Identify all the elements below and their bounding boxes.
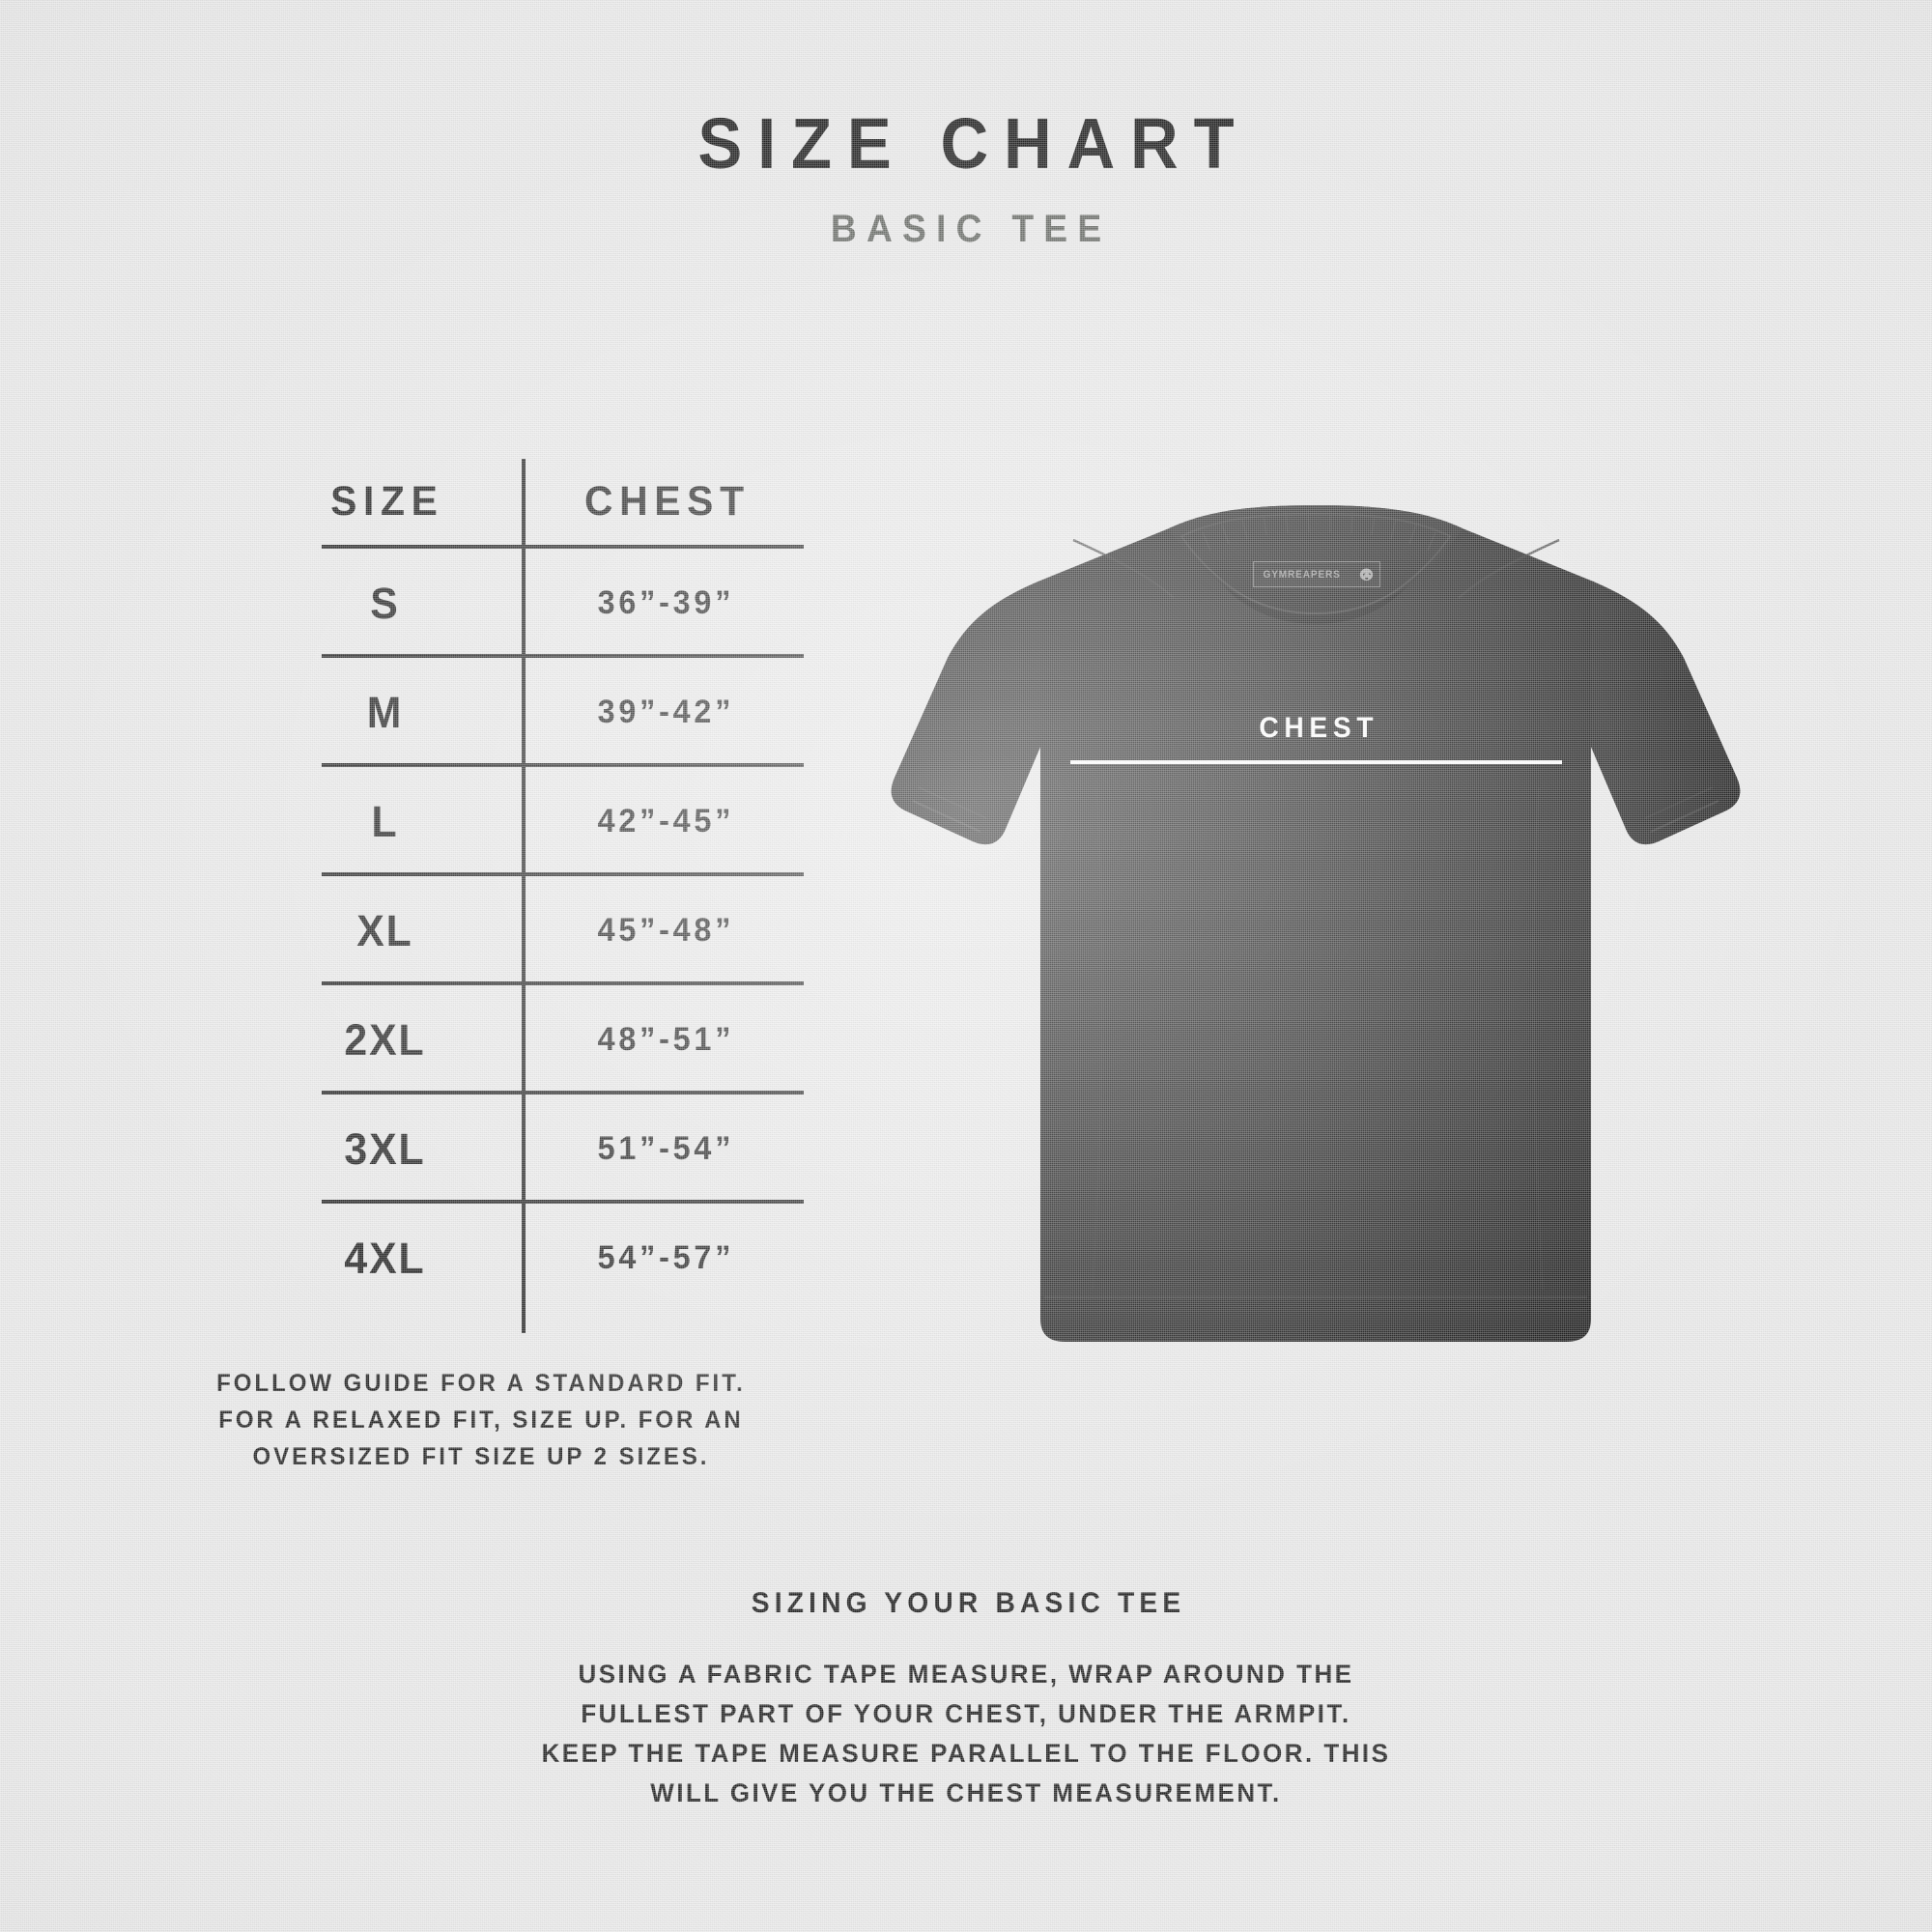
tshirt-illustration (891, 505, 1741, 1342)
fit-footnote-line-3: OVERSIZED FIT SIZE UP 2 SIZES. (252, 1443, 710, 1470)
chest-measurement-label: CHEST (1259, 712, 1379, 744)
fit-footnote: FOLLOW GUIDE FOR A STANDARD FIT. FOR A R… (175, 1365, 787, 1475)
table-row: 2XL 48”-51” (246, 985, 807, 1094)
size-value: XL (356, 905, 413, 955)
table-row: 4XL 54”-57” (246, 1204, 807, 1313)
table-row: S 36”-39” (246, 549, 807, 658)
chest-value: 39”-42” (597, 694, 735, 730)
brand-neck-label: GYMREAPERS (1253, 561, 1380, 587)
chest-value: 42”-45” (597, 803, 735, 839)
tshirt-product-image: CHEST GYMREAPERS (874, 497, 1758, 1367)
fit-footnote-line-1: FOLLOW GUIDE FOR A STANDARD FIT. (216, 1370, 746, 1397)
sizing-instructions-body: USING A FABRIC TAPE MEASURE, WRAP AROUND… (39, 1655, 1893, 1813)
chest-measurement-line (1070, 760, 1562, 764)
column-header-size: SIZE (330, 477, 444, 525)
size-chart-table: SIZE CHEST S 36”-39” M 39”-42” L 42”-45”… (246, 454, 807, 1333)
size-value: M (366, 687, 404, 737)
reaper-skull-logo-icon (1359, 568, 1374, 581)
table-row: L 42”-45” (246, 767, 807, 876)
chest-value: 48”-51” (597, 1021, 735, 1058)
sizing-instructions-section: SIZING YOUR BASIC TEE USING A FABRIC TAP… (0, 1589, 1932, 1813)
sizing-instructions-heading: SIZING YOUR BASIC TEE (751, 1587, 1186, 1619)
chest-value: 54”-57” (597, 1239, 735, 1276)
fit-footnote-line-2: FOR A RELAXED FIT, SIZE UP. FOR AN (218, 1406, 744, 1434)
column-header-chest: CHEST (583, 477, 751, 525)
table-row: M 39”-42” (246, 658, 807, 767)
table-row: XL 45”-48” (246, 876, 807, 985)
size-value: S (370, 578, 400, 628)
page-title: SIZE CHART (697, 103, 1250, 184)
size-value: 3XL (344, 1123, 426, 1174)
table-column-divider (522, 459, 526, 1333)
size-value: L (371, 796, 399, 846)
page-header: SIZE CHART BASIC TEE (0, 103, 1932, 250)
chest-value: 51”-54” (597, 1130, 735, 1167)
sizing-instructions-line-1: USING A FABRIC TAPE MEASURE, WRAP AROUND… (578, 1660, 1354, 1689)
table-header-row: SIZE CHEST (246, 454, 807, 549)
table-row: 3XL 51”-54” (246, 1094, 807, 1204)
size-value: 4XL (344, 1233, 426, 1283)
sizing-instructions-line-3: KEEP THE TAPE MEASURE PARALLEL TO THE FL… (541, 1739, 1391, 1768)
sizing-instructions-line-4: WILL GIVE YOU THE CHEST MEASUREMENT. (650, 1778, 1282, 1807)
sizing-instructions-line-2: FULLEST PART OF YOUR CHEST, UNDER THE AR… (581, 1699, 1351, 1728)
page-subtitle: BASIC TEE (830, 208, 1112, 250)
size-value: 2XL (344, 1014, 426, 1065)
chest-value: 36”-39” (597, 584, 735, 621)
chest-value: 45”-48” (597, 912, 735, 949)
brand-neck-label-text: GYMREAPERS (1263, 568, 1341, 581)
